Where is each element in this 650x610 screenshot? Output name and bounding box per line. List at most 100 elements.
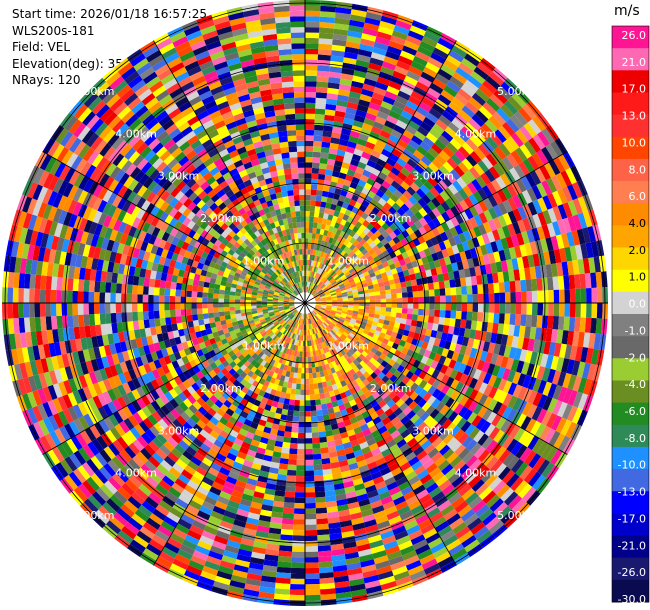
range-gate-cell (208, 287, 215, 294)
range-gate-cell (175, 309, 182, 317)
range-gate-cell (152, 467, 166, 480)
range-gate-cell (580, 243, 589, 259)
range-gate-cell (191, 297, 197, 303)
range-gate-cell (522, 255, 530, 269)
range-gate-cell (192, 285, 199, 292)
range-gate-cell (390, 193, 400, 203)
range-gate-cell (416, 339, 424, 348)
range-gate-cell (291, 426, 299, 433)
range-gate-cell (401, 229, 410, 239)
range-gate-cell (376, 387, 385, 396)
range-gate-cell (557, 386, 568, 402)
range-gate-cell (321, 246, 327, 253)
range-gate-cell (381, 403, 391, 413)
range-gate-cell (395, 95, 409, 106)
range-gate-cell (320, 305, 327, 308)
range-gate-cell (349, 281, 356, 286)
range-gate-cell (445, 198, 455, 209)
range-gate-cell (382, 338, 389, 345)
range-gate-cell (534, 423, 546, 439)
range-gate-cell (455, 286, 462, 296)
range-gate-cell (314, 361, 319, 368)
range-gate-cell (318, 212, 325, 219)
range-gate-cell (320, 251, 325, 258)
range-gate-cell (202, 286, 209, 293)
range-gate-cell (319, 22, 335, 29)
range-gate-cell (448, 237, 457, 247)
range-gate-cell (247, 356, 255, 364)
range-gate-cell (366, 255, 374, 262)
range-gate-cell (501, 406, 513, 420)
range-gate-cell (472, 293, 479, 303)
range-gate-cell (377, 134, 389, 144)
range-gate-cell (232, 424, 242, 434)
range-gate-cell (495, 354, 504, 367)
range-gate-cell (403, 40, 420, 51)
range-gate-cell (213, 307, 219, 313)
range-gate-cell (383, 143, 395, 154)
range-gate-cell (468, 377, 478, 389)
range-gate-cell (496, 85, 512, 101)
range-gate-cell (361, 33, 377, 42)
range-gate-cell (433, 338, 441, 347)
range-gate-cell (537, 252, 546, 266)
range-gate-cell (366, 159, 377, 168)
range-gate-cell (330, 378, 336, 386)
range-gate-cell (209, 416, 220, 426)
range-gate-cell (420, 523, 435, 535)
range-gate-cell (572, 198, 583, 215)
range-gate-cell (525, 173, 537, 188)
range-gate-cell (337, 262, 344, 269)
range-gate-cell (341, 312, 347, 317)
range-gate-cell (299, 329, 303, 336)
range-gate-cell (182, 450, 194, 461)
range-gate-cell (306, 313, 309, 319)
range-gate-cell (336, 309, 342, 313)
range-gate-cell (312, 310, 318, 315)
range-gate-cell (293, 310, 298, 316)
range-gate-cell (481, 156, 494, 170)
range-gate-cell (312, 151, 321, 158)
range-gate-cell (305, 194, 311, 201)
range-gate-cell (326, 197, 333, 204)
range-gate-cell (370, 544, 386, 554)
range-gate-cell (297, 318, 300, 324)
range-gate-cell (378, 171, 388, 181)
range-gate-cell (305, 259, 308, 266)
range-gate-cell (385, 270, 393, 277)
range-gate-cell (197, 406, 208, 416)
range-gate-cell (401, 347, 409, 355)
range-gate-cell (260, 465, 271, 473)
range-gate-cell (189, 524, 204, 536)
range-gate-cell (324, 114, 335, 122)
range-gate-cell (350, 86, 363, 94)
range-gate-cell (336, 200, 344, 207)
range-gate-cell (379, 245, 387, 253)
range-gate-cell (459, 251, 467, 261)
range-gate-cell (328, 208, 336, 216)
range-gate-cell (293, 405, 300, 412)
range-gate-cell (222, 425, 232, 435)
range-gate-cell (447, 325, 455, 335)
range-gate-cell (488, 115, 502, 130)
range-gate-cell (305, 432, 313, 439)
range-gate-cell (249, 506, 262, 515)
range-gate-cell (435, 194, 446, 205)
range-gate-cell (403, 341, 412, 350)
range-gate-cell (393, 189, 403, 199)
range-gate-cell (318, 256, 323, 263)
range-gate-cell (531, 406, 543, 421)
range-gate-cell (236, 451, 247, 460)
range-gate-cell (507, 382, 518, 396)
range-gate-cell (506, 184, 518, 198)
range-gate-cell (257, 351, 265, 358)
range-gate-cell (242, 406, 251, 414)
range-gate-cell (208, 312, 215, 319)
range-gate-cell (350, 9, 367, 18)
range-gate-cell (380, 303, 387, 308)
range-gate-cell (449, 456, 462, 468)
range-gate-cell (270, 388, 277, 396)
range-gate-cell (291, 315, 296, 321)
range-gate-cell (433, 243, 442, 253)
range-gate-cell (485, 75, 501, 90)
